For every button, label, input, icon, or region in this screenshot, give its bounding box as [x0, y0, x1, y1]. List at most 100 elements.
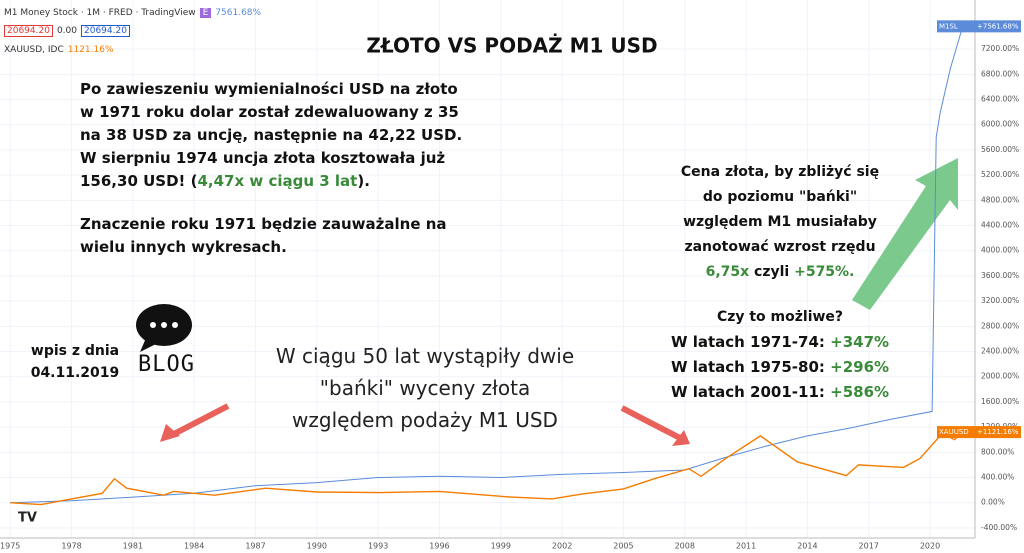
post-date: wpis z dnia 04.11.2019 [20, 340, 130, 384]
y-tick-label: 2800.00% [981, 321, 1019, 330]
x-tick-label: 2008 [675, 542, 695, 551]
highlight: +586% [830, 383, 890, 401]
text-line: Cena złota, by zbliżyć się [680, 164, 880, 180]
text-line: 156,30 USD! (4,47x w ciągu 3 lat). [80, 170, 462, 193]
x-tick-label: 1993 [368, 542, 388, 551]
x-tick-label: 2017 [859, 542, 879, 551]
symbol: M1 Money Stock · 1M · FRED · TradingView [4, 8, 196, 18]
period-line: W latach 1975-80: +296% [640, 355, 920, 380]
text-line: w 1971 roku dolar został zdewaluowany z … [80, 103, 459, 121]
y-tick-label: 3600.00% [981, 271, 1019, 280]
x-tick-label: 1981 [123, 542, 143, 551]
text: W latach 1971-74: [670, 333, 825, 351]
text-line: W ciągu 50 lat wystąpiły dwie [275, 344, 575, 368]
text-line: "bańki" wyceny złota [319, 376, 531, 400]
dot [150, 322, 156, 328]
x-tick-label: 1990 [307, 542, 327, 551]
text-line: Po zawieszeniu wymienialności USD na zło… [80, 80, 458, 98]
x-tick-label: 2002 [552, 542, 572, 551]
arrow [160, 424, 180, 442]
x-tick-label: 2014 [797, 542, 817, 551]
y-tick-label: 6000.00% [981, 120, 1019, 129]
y-tick-label: 2400.00% [981, 347, 1019, 356]
series-line [10, 431, 964, 506]
y-tick-label: 4800.00% [981, 195, 1019, 204]
y-tick-label: 1600.00% [981, 397, 1019, 406]
x-tick-label: 1999 [491, 542, 511, 551]
price-box: 20694.20 [81, 25, 130, 37]
y-tick-label: 0.00% [981, 498, 1005, 507]
periods: W latach 1971-74: +347% W latach 1975-80:… [640, 330, 920, 405]
x-tick-label: 1996 [429, 542, 449, 551]
x-tick-label: 2020 [920, 542, 940, 551]
text: 156,30 USD! ( [80, 172, 198, 190]
text: W latach 2001-11: [670, 383, 825, 401]
period-line: W latach 1971-74: +347% [640, 330, 920, 355]
text-line: Znaczenie roku 1971 będzie zauważalne na [80, 215, 447, 233]
legend-header: M1 Money Stock · 1M · FRED · TradingView… [4, 6, 265, 57]
highlight: +575%. [794, 264, 855, 280]
series-line [10, 26, 964, 504]
x-tick-label: 1987 [245, 542, 265, 551]
text-line: 6,75x czyli +575%. [640, 260, 920, 285]
price-tag [937, 426, 975, 439]
text-line: do poziomu "bańki" [702, 189, 858, 205]
y-tick-label: 2000.00% [981, 372, 1019, 381]
y-tick-label: 6400.00% [981, 95, 1019, 104]
logo: TV [18, 511, 37, 526]
text-line: względem podaży M1 USD [292, 408, 558, 432]
blog-label: BLOG [138, 352, 195, 377]
x-tick-label: 1975 [0, 542, 20, 551]
speech-bubble [140, 338, 158, 352]
text: ). [357, 172, 370, 190]
change: 1121.16% [67, 45, 114, 55]
text: czyli [754, 264, 790, 280]
bubbles-text: W ciągu 50 lat wystąpiły dwie "bańki" wy… [250, 340, 600, 436]
y-tick-label: 400.00% [981, 473, 1014, 482]
y-tick-label: -400.00% [981, 523, 1017, 532]
y-tick-label: 6800.00% [981, 69, 1019, 78]
series-name: M1SL [939, 22, 958, 30]
price-tag [937, 20, 975, 33]
price-box: 20694.20 [4, 25, 53, 37]
text-line: W sierpniu 1974 uncja złota kosztowała j… [80, 149, 446, 167]
dot [161, 322, 167, 328]
badge: E [199, 8, 212, 18]
series-name: XAUUSD [939, 428, 969, 436]
right-text: Cena złota, by zbliżyć się do poziomu "b… [640, 160, 920, 405]
text-line: 04.11.2019 [30, 365, 120, 381]
dot [172, 322, 178, 328]
text-line: zanotować wzrost rzędu [684, 239, 876, 255]
text-line: wpis z dnia [30, 343, 120, 359]
y-tick-label: 4400.00% [981, 221, 1019, 230]
change: 7561.68% [215, 8, 262, 18]
arrow [672, 430, 690, 446]
intro-text: Po zawieszeniu wymienialności USD na zło… [80, 78, 462, 259]
zero: 0.00 [56, 26, 77, 36]
x-tick-label: 1984 [184, 542, 204, 551]
price-tag [975, 20, 1021, 33]
text-line: Czy to możliwe? [716, 309, 844, 325]
text-line: na 38 USD za uncję, następnie na 42,22 U… [80, 126, 463, 144]
arrow [168, 403, 230, 439]
y-tick-label: 7200.00% [981, 44, 1019, 53]
x-tick-label: 2005 [613, 542, 633, 551]
highlight: 6,75x [705, 264, 750, 280]
text-line: względem M1 musiałaby [683, 214, 877, 230]
symbol: XAUUSD, IDC [4, 45, 64, 55]
x-tick-label: 1978 [61, 542, 81, 551]
y-tick-label: 5600.00% [981, 145, 1019, 154]
arrow [852, 158, 958, 310]
last-value-label: +7561.68% [977, 22, 1019, 30]
y-tick-label: 800.00% [981, 447, 1014, 456]
highlight: +347% [830, 333, 890, 351]
highlight: 4,47x w ciągu 3 lat [197, 172, 358, 190]
y-tick-label: 3200.00% [981, 296, 1019, 305]
text-line: wielu innych wykresach. [80, 238, 287, 256]
chart-title: ZŁOTO VS PODAŻ M1 USD [366, 34, 657, 58]
text: W latach 1975-80: [670, 358, 825, 376]
last-value-label: +1121.16% [977, 428, 1019, 436]
period-line: W latach 2001-11: +586% [640, 380, 920, 405]
